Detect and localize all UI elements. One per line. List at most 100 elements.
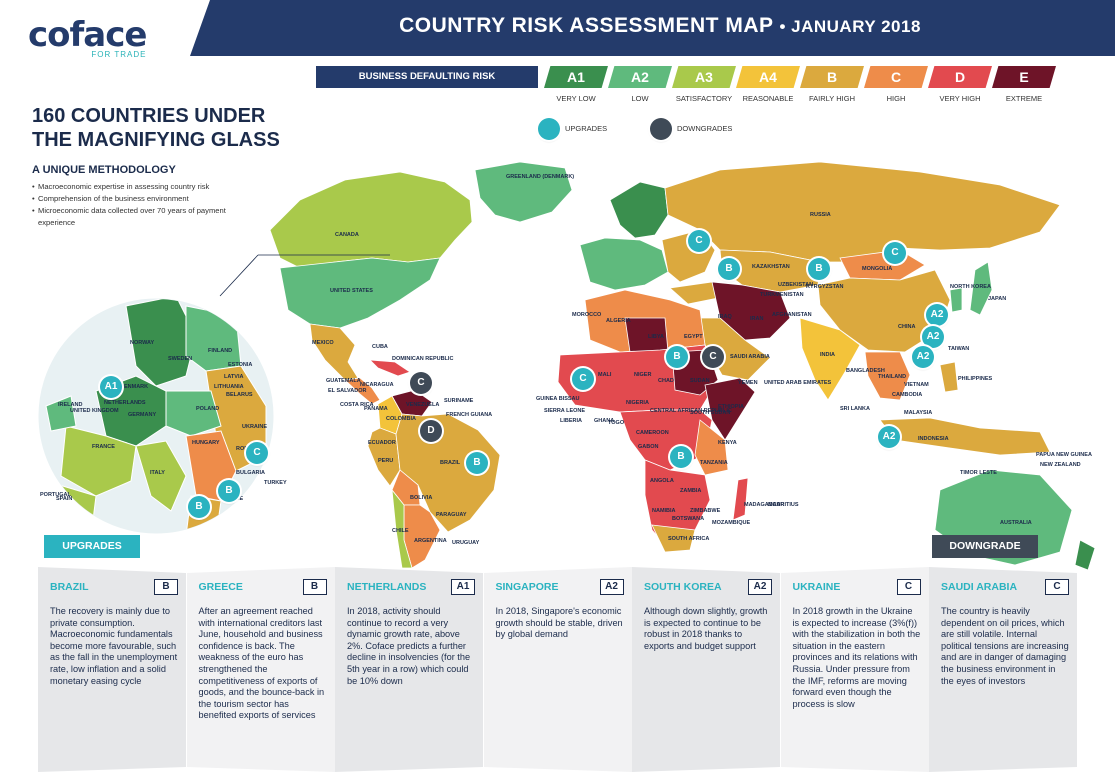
map-east-africa <box>694 419 729 476</box>
legend-item-d: D VERY HIGH <box>928 66 992 106</box>
country-label-bulgaria: BULGARIA <box>236 470 266 476</box>
upgrade-marker: B <box>670 446 692 468</box>
country-label-mexico: MEXICO <box>312 340 334 346</box>
panel-background <box>780 567 929 772</box>
country-label-afghanistan: AFGHANISTAN <box>772 312 812 318</box>
country-label-hungary: HUNGARY <box>192 440 220 446</box>
country-label-costa-rica: COSTA RICA <box>340 402 374 408</box>
country-label-venezuela: VENEZUELA <box>406 402 440 408</box>
map-madagascar <box>732 477 749 521</box>
country-panel: SAUDI ARABIA C The country is heavily depe… <box>929 567 1077 772</box>
country-label-cuba: CUBA <box>372 344 388 350</box>
panel-rating-badge: B <box>302 579 327 595</box>
panel-description: Although down slightly, growth is expect… <box>644 606 768 651</box>
country-label-netherlands: NETHERLANDS <box>104 400 146 406</box>
legend-label: HIGH <box>886 94 906 103</box>
upgrade-marker: B <box>808 258 830 280</box>
country-label-namibia: NAMIBIA <box>652 508 676 514</box>
panel-country: SINGAPORE <box>495 581 559 593</box>
panel-description: The country is heavily dependent on oil … <box>941 606 1069 686</box>
map-ecuador-peru <box>367 427 401 487</box>
country-label-sri-lanka: SRI LANKA <box>840 406 870 412</box>
country-label-finland: FINLAND <box>208 348 233 354</box>
country-label-russia: RUSSIA <box>810 212 831 218</box>
country-label-botswana: BOTSWANA <box>672 516 705 522</box>
legend-swatch: A4 <box>736 66 800 88</box>
country-label-bolivia: BOLIVIA <box>410 495 433 501</box>
country-label-tanzania: TANZANIA <box>700 460 728 466</box>
legend-heading: BUSINESS DEFAULTING RISK <box>316 66 538 88</box>
country-label-chad: CHAD <box>658 378 674 384</box>
upgrade-marker: C <box>688 230 710 252</box>
country-label-car: CENTRAL AFRICAN REPUBLIC <box>650 408 732 414</box>
country-label-turkey: TURKEY <box>264 480 287 486</box>
country-label-canada: CANADA <box>335 232 359 238</box>
country-label-estonia: ESTONIA <box>228 362 253 368</box>
map-scandinavia <box>609 181 669 239</box>
country-label-greenland: GREENLAND (DENMARK) <box>506 174 575 180</box>
country-label-sweden: SWEDEN <box>168 356 193 362</box>
country-label-guinea-bissau: GUINEA BISSAU <box>536 396 580 402</box>
country-label-yemen: YEMEN <box>738 380 758 386</box>
downgrade-marker-legend-icon <box>650 118 672 140</box>
country-label-malaysia: MALAYSIA <box>904 410 933 416</box>
upgrade-marker-legend-icon <box>538 118 560 140</box>
upgrades-tab: UPGRADES <box>44 535 140 558</box>
legend-item-c: C HIGH <box>864 66 928 106</box>
legend-item-e: E EXTREME <box>992 66 1056 106</box>
legend-item-a2: A2 LOW <box>608 66 672 106</box>
country-panel: SINGAPORE A2 In 2018, Singapore's economic… <box>483 567 632 772</box>
country-label-usa: UNITED STATES <box>330 288 373 294</box>
methodology-point: Comprehension of the business environmen… <box>32 193 252 205</box>
upgrade-marker: B <box>666 346 688 368</box>
country-label-uzbekistan: UZBEKISTAN <box>778 282 814 288</box>
main-heading-line2: THE MAGNIFYING GLASS <box>32 129 280 151</box>
methodology-point: Macroeconomic expertise in assessing cou… <box>32 181 252 193</box>
country-label-ireland: IRELAND <box>58 402 83 408</box>
downgrade-marker: D <box>420 420 442 442</box>
country-label-north-korea: NORTH KOREA <box>950 284 991 290</box>
country-label-south-africa: SOUTH AFRICA <box>668 536 710 542</box>
legend-swatch: A1 <box>544 66 608 88</box>
map-western-europe <box>579 237 669 291</box>
panel-country: SOUTH KOREA <box>644 581 722 593</box>
country-label-morocco: MOROCCO <box>572 312 602 318</box>
country-label-ukraine: UKRAINE <box>242 424 268 430</box>
country-label-cambodia: CAMBODIA <box>892 392 923 398</box>
country-label-libya: LIBYA <box>648 334 664 340</box>
country-label-peru: PERU <box>378 458 394 464</box>
country-label-australia: AUSTRALIA <box>1000 520 1032 526</box>
country-label-togo: TOGO <box>608 420 625 426</box>
country-label-denmark: DENMARK <box>120 384 149 390</box>
country-label-brazil: BRAZIL <box>440 460 461 466</box>
upgrade-marker: B <box>466 452 488 474</box>
upgrade-marker: B <box>188 496 210 518</box>
country-label-mali: MALI <box>598 372 612 378</box>
country-label-mauritius: MAURITIUS <box>768 502 799 508</box>
panel-country: SAUDI ARABIA <box>941 581 1018 593</box>
country-label-angola: ANGOLA <box>650 478 674 484</box>
methodology-heading: A UNIQUE METHODOLOGY <box>32 164 176 176</box>
map-indonesia <box>879 417 1051 456</box>
country-label-dominican: DOMINICAN REPUBLIC <box>392 356 454 362</box>
risk-legend: BUSINESS DEFAULTING RISK A1 VERY LOW A2 LOW… <box>316 66 1068 106</box>
panel-background <box>38 567 186 772</box>
country-label-poland: POLAND <box>196 406 220 412</box>
country-label-madagascar: MADAGASCAR <box>744 502 785 508</box>
panel-description: In 2018 growth in the Ukraine is expecte… <box>792 606 921 709</box>
legend-label: FAIRLY HIGH <box>809 94 855 103</box>
panel-background <box>335 567 483 772</box>
country-label-belarus: BELARUS <box>226 392 253 398</box>
upgrade-marker: B <box>218 480 240 502</box>
country-label-suriname: SURINAME <box>444 398 474 404</box>
country-label-iraq: IRAQ <box>718 314 732 320</box>
country-label-saudi: SAUDI ARABIA <box>730 354 770 360</box>
country-label-uk: UNITED KINGDOM <box>70 408 119 414</box>
country-label-colombia: COLOMBIA <box>386 416 416 422</box>
panel-country: UKRAINE <box>792 581 841 593</box>
legend-label: VERY LOW <box>556 94 596 103</box>
header-band <box>190 0 1115 56</box>
main-heading-line1: 160 COUNTRIES UNDER <box>32 105 266 127</box>
map-central-america <box>344 377 381 405</box>
